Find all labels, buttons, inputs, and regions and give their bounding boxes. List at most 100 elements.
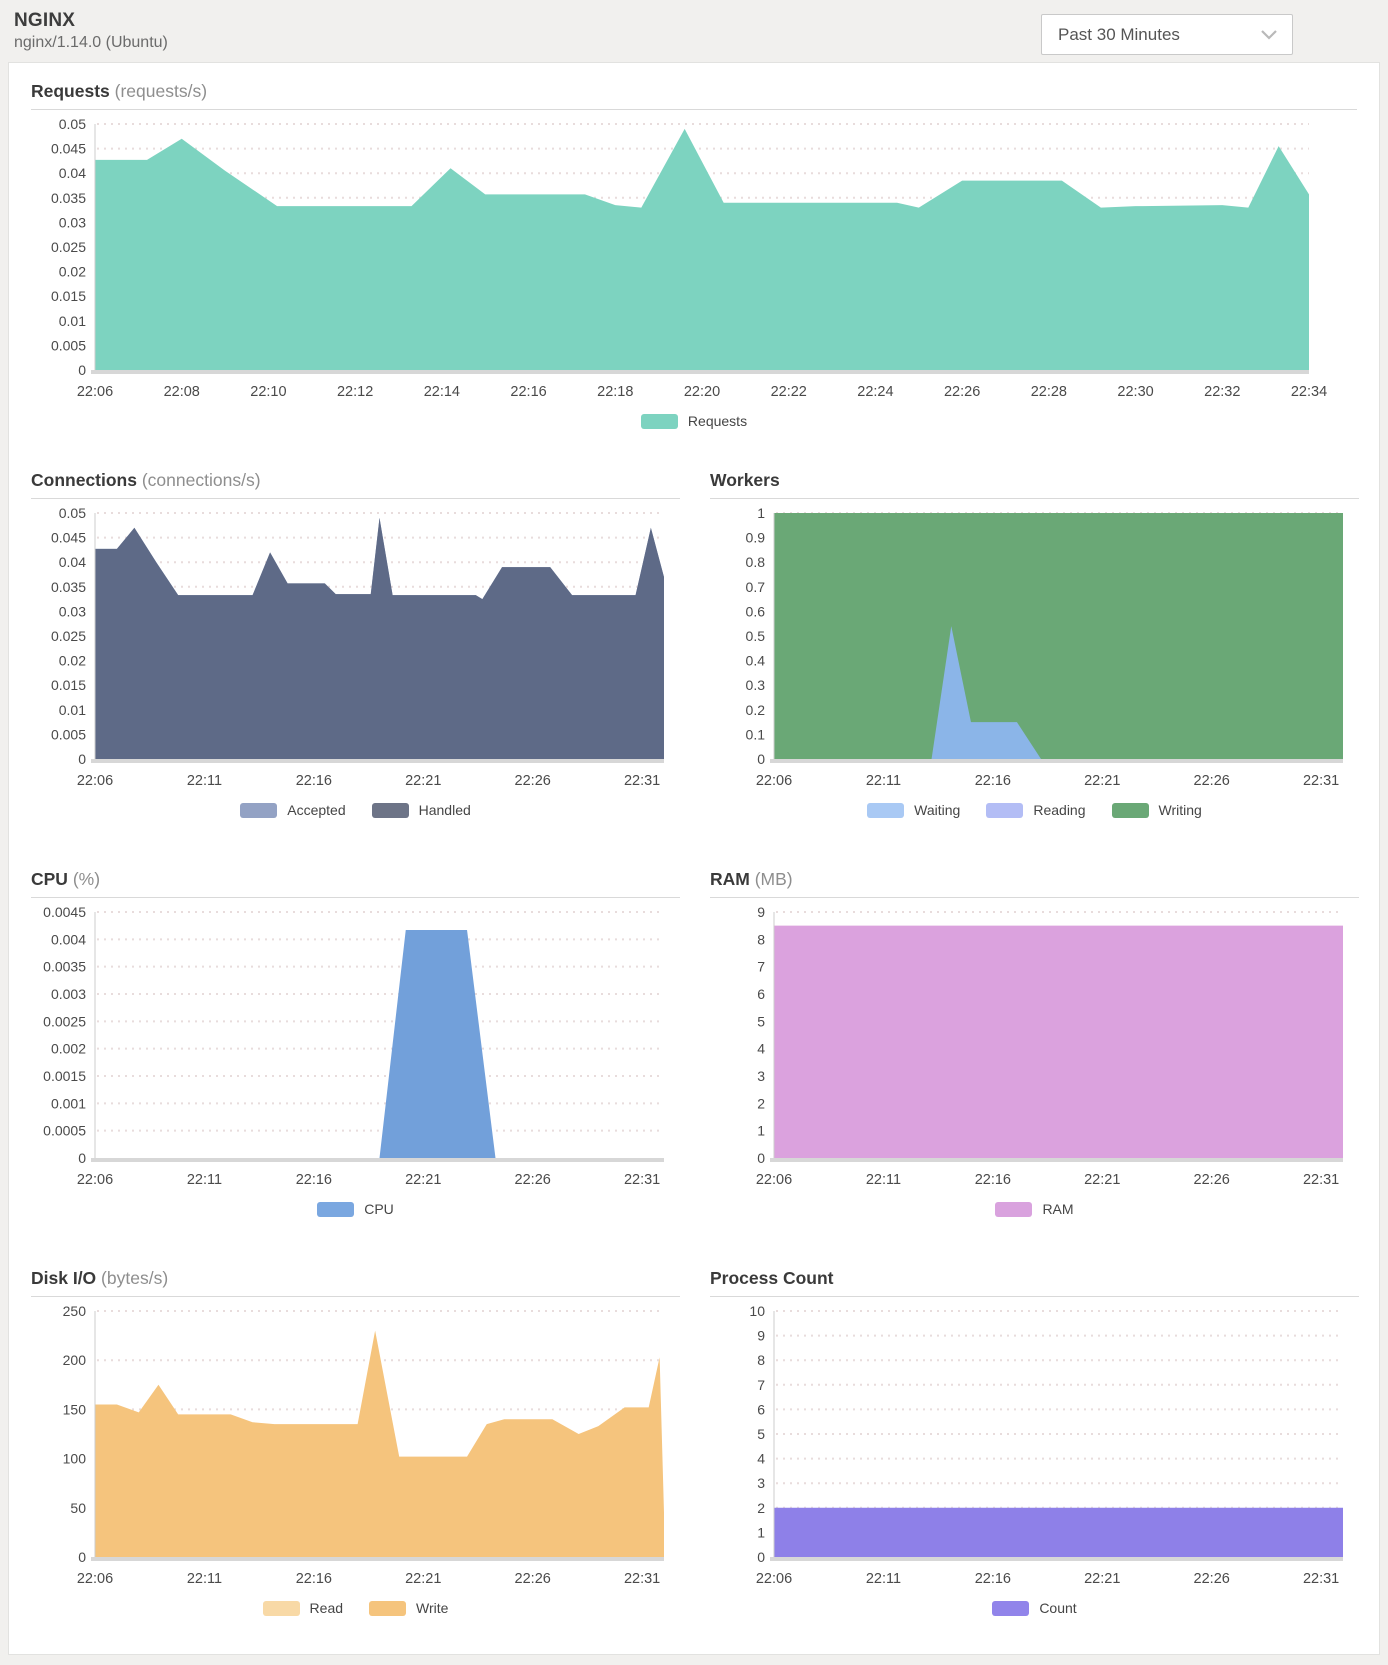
time-range-value: Past 30 Minutes [1058,24,1180,44]
legend-swatch-ram [995,1201,1033,1217]
legend-swatch-reading [986,802,1024,818]
svg-text:22:06: 22:06 [756,1571,792,1587]
svg-text:0.0015: 0.0015 [43,1068,86,1084]
svg-text:22:11: 22:11 [187,1571,222,1587]
legend-swatch-count [992,1600,1030,1616]
chevron-down-icon [1260,29,1278,41]
svg-text:22:26: 22:26 [515,1172,551,1188]
legend-swatch-waiting [867,802,905,818]
connections-series-handled [95,517,664,759]
chart-title-ram: RAM (MB) [710,865,1359,898]
app-title: NGINX [14,10,76,31]
legend-label-cpu: CPU [364,1201,394,1217]
svg-text:0: 0 [78,1549,86,1565]
legend-item-count: Count [992,1599,1077,1617]
chart-card-workers: Workers 0 0.1 0.2 0.3 0.4 0.5 0.6 0.7 0.8 0.9 1 22:… [710,466,1359,819]
svg-text:8: 8 [757,931,765,947]
svg-text:0.03: 0.03 [59,603,86,619]
svg-text:22:06: 22:06 [77,1571,113,1587]
svg-text:250: 250 [63,1303,87,1319]
process-count-svg: 0 1 2 3 4 5 6 7 8 9 10 22:06 22:11 22:16 22:21 22:26 22:… [749,1303,1343,1587]
svg-text:22:16: 22:16 [296,773,332,789]
svg-text:22:31: 22:31 [1303,1172,1339,1188]
legend-item-waiting: Waiting [867,801,960,819]
connections-area-chart: 0 0.005 0.01 0.015 0.02 0.025 0.03 0.035 0.04 0.0… [31,503,680,795]
legend-item-write: Write [369,1599,448,1617]
svg-text:0.015: 0.015 [51,677,86,693]
svg-text:22:06: 22:06 [77,1172,113,1188]
svg-text:22:31: 22:31 [624,1172,660,1188]
legend-item-accepted: Accepted [240,801,346,819]
svg-text:22:16: 22:16 [975,773,1011,789]
ram-svg: 0 1 2 3 4 5 6 7 8 9 22:06 22:11 22:16 22:21 22:26 22:31 [756,904,1343,1188]
svg-text:4: 4 [757,1451,765,1467]
svg-text:22:16: 22:16 [510,384,546,400]
legend-label-ram: RAM [1042,1201,1074,1217]
svg-text:0.015: 0.015 [51,288,86,304]
legend-label-writing: Writing [1158,802,1202,818]
svg-text:22:26: 22:26 [1194,1571,1230,1587]
svg-text:22:32: 22:32 [1204,384,1240,400]
svg-text:1: 1 [757,1524,765,1540]
svg-text:0.01: 0.01 [59,702,86,718]
svg-text:22:31: 22:31 [1303,773,1339,789]
row-connections-workers: Connections (connections/s) 0 0.005 0.01 0.… [31,466,1359,829]
disk-io-legend: Read Write [31,1599,680,1617]
legend-item-requests: Requests [640,412,747,430]
svg-text:22:21: 22:21 [405,1172,441,1188]
svg-text:22:26: 22:26 [1194,1172,1230,1188]
legend-item-cpu: CPU [317,1200,394,1218]
svg-text:1: 1 [757,505,765,521]
svg-text:0.0035: 0.0035 [43,959,86,975]
chart-title-workers: Workers [710,466,1359,499]
legend-label-handled: Handled [418,802,471,818]
row-cpu-ram: CPU (%) 0 0.0005 0.001 0.0015 0.002 0.0025 0.0… [31,865,1359,1228]
svg-text:22:21: 22:21 [405,773,441,789]
chart-card-requests: Requests (requests/s) 0 0.005 0.01 0.015 0.0… [31,77,1357,430]
svg-text:0.2: 0.2 [746,702,766,718]
chart-title-connections: Connections (connections/s) [31,466,680,499]
svg-text:9: 9 [757,1328,765,1344]
time-range-select[interactable]: Past 30 Minutes [1041,14,1293,55]
legend-swatch-read [262,1600,300,1616]
svg-text:0: 0 [757,751,765,767]
svg-text:22:11: 22:11 [866,1172,901,1188]
svg-text:22:31: 22:31 [624,1571,660,1587]
legend-label-write: Write [416,1600,449,1616]
svg-text:0.045: 0.045 [51,141,86,157]
svg-text:22:18: 22:18 [597,384,633,400]
svg-text:0.0025: 0.0025 [43,1013,86,1029]
disk-io-area-chart: 0 50 100 150 200 250 22:06 22:11 22:16 22:21 22:26… [31,1301,680,1593]
svg-text:0: 0 [757,1549,765,1565]
legend-label-read: Read [309,1600,344,1616]
cpu-legend: CPU [31,1200,680,1218]
legend-item-ram: RAM [995,1200,1074,1218]
chart-title-disk-io: Disk I/O (bytes/s) [31,1264,680,1297]
svg-text:6: 6 [757,1401,765,1417]
chart-card-connections: Connections (connections/s) 0 0.005 0.01 0.… [31,466,680,819]
disk-io-series-write [95,1330,664,1557]
svg-text:0.025: 0.025 [51,239,86,255]
requests-svg: 0 0.005 0.01 0.015 0.02 0.025 0.03 0.035 0.04 0.0… [51,116,1327,400]
chart-card-ram: RAM (MB) 0 1 2 3 4 5 6 7 8 9 22:06 22:11 22:16 22:21 2… [710,865,1359,1218]
svg-text:50: 50 [70,1500,86,1516]
legend-label-accepted: Accepted [287,802,346,818]
svg-text:22:31: 22:31 [624,773,660,789]
svg-text:1: 1 [757,1123,765,1139]
svg-text:22:24: 22:24 [857,384,893,400]
svg-text:0.04: 0.04 [59,165,86,181]
svg-text:0.03: 0.03 [59,214,86,230]
requests-legend: Requests [31,412,1357,430]
svg-text:5: 5 [757,1426,765,1442]
top-bar: NGINX nginx/1.14.0 (Ubuntu) Past 30 Minu… [0,0,1388,62]
svg-text:200: 200 [63,1352,87,1368]
svg-text:22:11: 22:11 [866,773,901,789]
process-count-series-count [774,1507,1343,1557]
cpu-series-cpu [95,930,664,1158]
legend-swatch-writing [1111,802,1149,818]
process-count-area-chart: 0 1 2 3 4 5 6 7 8 9 10 22:06 22:11 22:16 22:21 22:26 22:… [710,1301,1359,1593]
requests-series-requests [95,128,1309,370]
legend-label-waiting: Waiting [914,802,961,818]
svg-text:0.0045: 0.0045 [43,904,86,920]
svg-text:22:34: 22:34 [1291,384,1327,400]
